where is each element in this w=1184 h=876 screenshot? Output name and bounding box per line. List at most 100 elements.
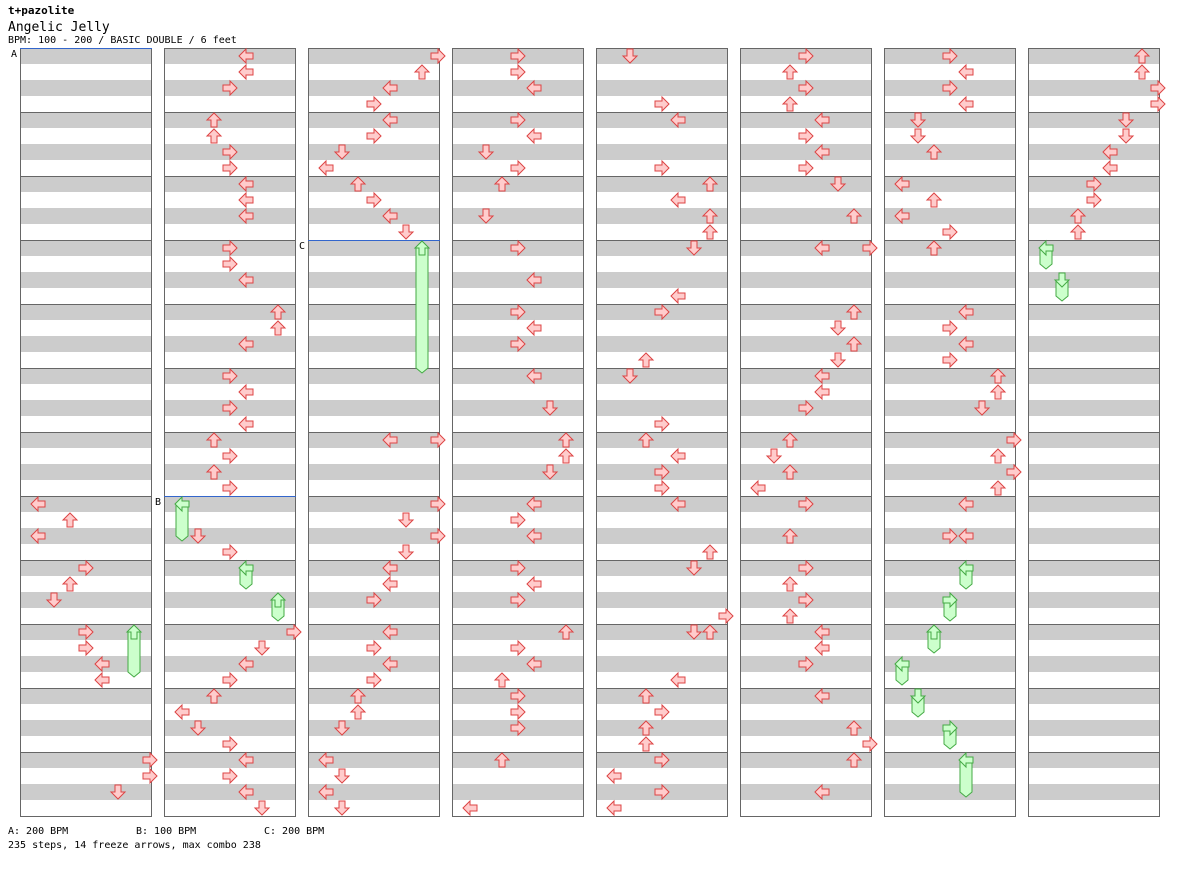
beat-stripe — [1028, 464, 1160, 480]
step-arrow-right — [1150, 95, 1166, 113]
beat-stripe — [308, 48, 440, 64]
step-arrow-left — [526, 79, 542, 97]
beat-stripe — [308, 112, 440, 128]
step-arrow-up — [493, 672, 511, 688]
beat-stripe — [596, 144, 728, 160]
step-arrow-left — [238, 335, 254, 353]
beat-stripe — [1028, 720, 1160, 736]
beat-stripe — [164, 464, 296, 480]
step-arrow-right — [510, 703, 526, 721]
beat-stripe — [1028, 400, 1160, 416]
beat-stripe — [20, 304, 152, 320]
beat-stripe — [596, 592, 728, 608]
step-arrow-left — [670, 447, 686, 465]
beat-stripe — [308, 752, 440, 768]
beat-stripe — [164, 624, 296, 640]
beat-stripe — [1028, 560, 1160, 576]
step-arrow-right — [1086, 175, 1102, 193]
step-arrow-right — [222, 159, 238, 177]
step-arrow-up — [781, 64, 799, 80]
step-arrow-right — [654, 159, 670, 177]
step-arrow-up — [845, 304, 863, 320]
beat-stripe — [740, 176, 872, 192]
beat-stripe — [740, 464, 872, 480]
chart-summary: 235 steps, 14 freeze arrows, max combo 2… — [8, 840, 261, 851]
step-arrow-right — [654, 303, 670, 321]
beat-stripe — [308, 336, 440, 352]
beat-stripe — [452, 752, 584, 768]
beat-stripe — [164, 432, 296, 448]
step-arrow-left — [814, 111, 830, 129]
step-arrow-up — [1069, 208, 1087, 224]
beat-stripe — [884, 272, 1016, 288]
beat-stripe — [452, 368, 584, 384]
step-arrow-down — [477, 144, 495, 160]
step-arrow-left — [382, 207, 398, 225]
beat-stripe — [20, 432, 152, 448]
step-arrow-right — [430, 495, 446, 513]
step-arrow-down — [253, 800, 271, 816]
step-arrow-left — [814, 383, 830, 401]
step-arrow-up — [781, 608, 799, 624]
beat-stripe — [740, 784, 872, 800]
step-arrow-down — [333, 144, 351, 160]
step-arrow-up — [701, 624, 719, 640]
freeze-arrow — [909, 688, 927, 718]
step-arrow-left — [30, 527, 46, 545]
step-arrow-right — [798, 655, 814, 673]
step-arrow-right — [1150, 79, 1166, 97]
beat-stripe — [20, 240, 152, 256]
step-arrow-up — [205, 112, 223, 128]
step-arrow-up — [781, 528, 799, 544]
step-arrow-right — [654, 463, 670, 481]
step-arrow-down — [909, 112, 927, 128]
step-arrow-right — [222, 767, 238, 785]
step-arrow-up — [637, 720, 655, 736]
beat-stripe — [164, 592, 296, 608]
bpm-legend: A: 200 BPM B: 100 BPM C: 200 BPM — [8, 826, 408, 838]
beat-stripe — [308, 656, 440, 672]
step-arrow-left — [382, 559, 398, 577]
beat-stripe — [596, 560, 728, 576]
step-arrow-down — [253, 640, 271, 656]
step-arrow-down — [477, 208, 495, 224]
beat-stripe — [884, 304, 1016, 320]
beat-stripe — [20, 400, 152, 416]
beat-stripe — [1028, 752, 1160, 768]
freeze-arrow — [1038, 239, 1054, 270]
step-arrow-right — [654, 479, 670, 497]
beat-stripe — [452, 144, 584, 160]
beat-stripe — [20, 272, 152, 288]
step-arrow-down — [333, 768, 351, 784]
step-arrow-left — [382, 655, 398, 673]
freeze-arrow — [238, 559, 254, 590]
step-arrow-right — [142, 751, 158, 769]
beat-stripe — [20, 688, 152, 704]
step-arrow-down — [45, 592, 63, 608]
step-arrow-left — [750, 479, 766, 497]
step-arrow-left — [526, 527, 542, 545]
freeze-arrow — [925, 624, 943, 654]
step-arrow-up — [205, 464, 223, 480]
step-arrow-left — [238, 175, 254, 193]
step-arrow-left — [526, 495, 542, 513]
step-arrow-up — [637, 352, 655, 368]
step-arrow-right — [510, 719, 526, 737]
step-arrow-right — [654, 95, 670, 113]
step-arrow-left — [462, 799, 478, 817]
beat-stripe — [1028, 688, 1160, 704]
step-arrow-right — [654, 703, 670, 721]
step-arrow-right — [222, 143, 238, 161]
beat-stripe — [884, 336, 1016, 352]
step-arrow-right — [78, 623, 94, 641]
step-arrow-right — [510, 591, 526, 609]
beat-stripe — [596, 272, 728, 288]
step-arrow-down — [621, 368, 639, 384]
beat-stripe — [452, 272, 584, 288]
step-arrow-right — [430, 431, 446, 449]
step-arrow-left — [894, 175, 910, 193]
beat-stripe — [452, 496, 584, 512]
beat-stripe — [884, 464, 1016, 480]
step-arrow-right — [222, 79, 238, 97]
artist-name: t+pazolite — [8, 4, 75, 17]
